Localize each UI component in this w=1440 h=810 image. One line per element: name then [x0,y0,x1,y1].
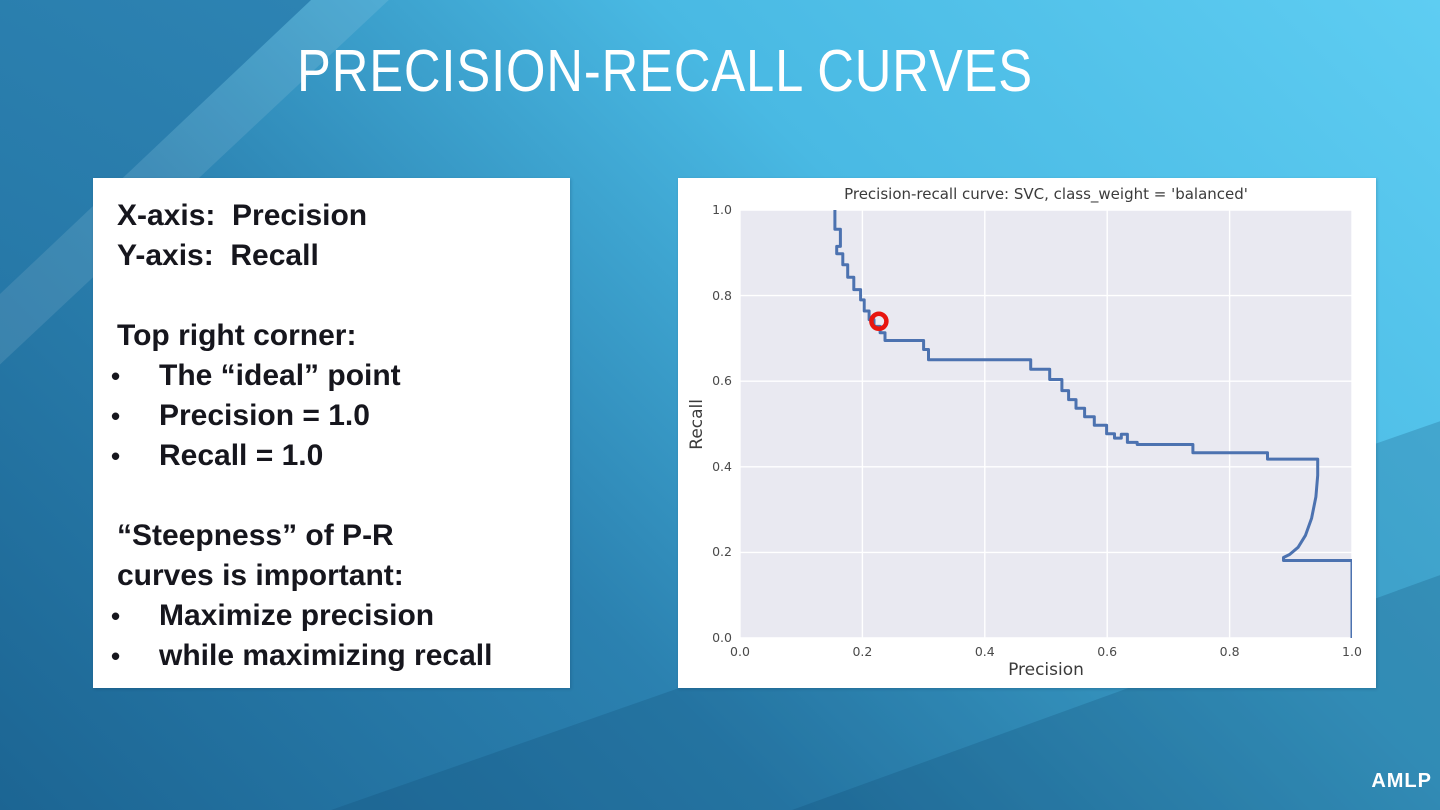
note-line-9: • Maximize precision [111,596,556,636]
note-text: Y-axis: Recall [117,239,319,272]
note-line-4: • The “ideal” point [111,356,556,396]
bullet-icon: • [111,361,121,391]
y-axis-label: Recall [687,398,707,450]
x-tick-label: 0.2 [852,644,873,659]
x-axis-label: Precision [1008,660,1084,680]
note-text: X-axis: Precision [117,199,368,232]
y-tick-label: 0.8 [712,287,732,303]
note-text: while maximizing recall [159,639,493,672]
plot-area [740,210,1352,638]
note-line-1: Y-axis: Recall [111,236,556,276]
notes-box: X-axis: Precision Y-axis: Recall Top right… [93,178,570,688]
y-tick-label: 1.0 [712,202,732,217]
notes-lines: X-axis: Precision Y-axis: Recall Top right… [111,196,556,676]
y-tick-label: 0.0 [712,630,732,645]
pr-curve-line [833,210,1352,638]
bullet-icon: • [111,401,121,431]
note-line-10: • while maximizing recall [111,636,556,676]
note-line-2 [111,276,556,316]
chart-title: Precision-recall curve: SVC, class_weigh… [844,185,1248,203]
note-text: Top right corner: [117,319,357,352]
highlight-marker-circle [869,311,889,332]
x-tick-label: 0.8 [1219,644,1240,659]
note-line-6: • Recall = 1.0 [111,436,556,476]
note-line-8: “Steepness” of P-R curves is important: [111,516,556,596]
x-tick-label: 0.4 [974,644,995,659]
note-line-5: • Precision = 1.0 [111,396,556,436]
note-text: Maximize precision [159,599,435,632]
slide-title: PRECISION-RECALL CURVES [297,38,1033,104]
y-tick-label: 0.6 [712,373,732,389]
bullet-icon: • [111,601,121,631]
y-tick-label: 0.2 [712,544,732,560]
y-tick-label: 0.4 [712,458,732,474]
note-text: The “ideal” point [159,359,401,392]
y-axis-label-wrap: Recall [686,210,708,638]
x-tick-label: 1.0 [1342,644,1362,659]
note-text: Precision = 1.0 [159,399,370,432]
x-tick-label: 0.0 [730,644,750,659]
precision-recall-chart: Precision-recall curve: SVC, class_weigh… [678,178,1376,688]
note-text: “Steepness” of P-R curves is important: [117,519,404,592]
pr-curve-plot [740,210,1352,638]
note-line-3: Top right corner: [111,316,556,356]
footer-logo: AMLP [1371,770,1432,792]
gridlines [740,210,1352,638]
bullet-icon: • [111,441,121,471]
x-tick-label: 0.6 [1097,644,1118,659]
note-line-0: X-axis: Precision [111,196,556,236]
note-text: Recall = 1.0 [159,439,324,472]
note-line-7 [111,476,556,516]
bullet-icon: • [111,641,121,671]
